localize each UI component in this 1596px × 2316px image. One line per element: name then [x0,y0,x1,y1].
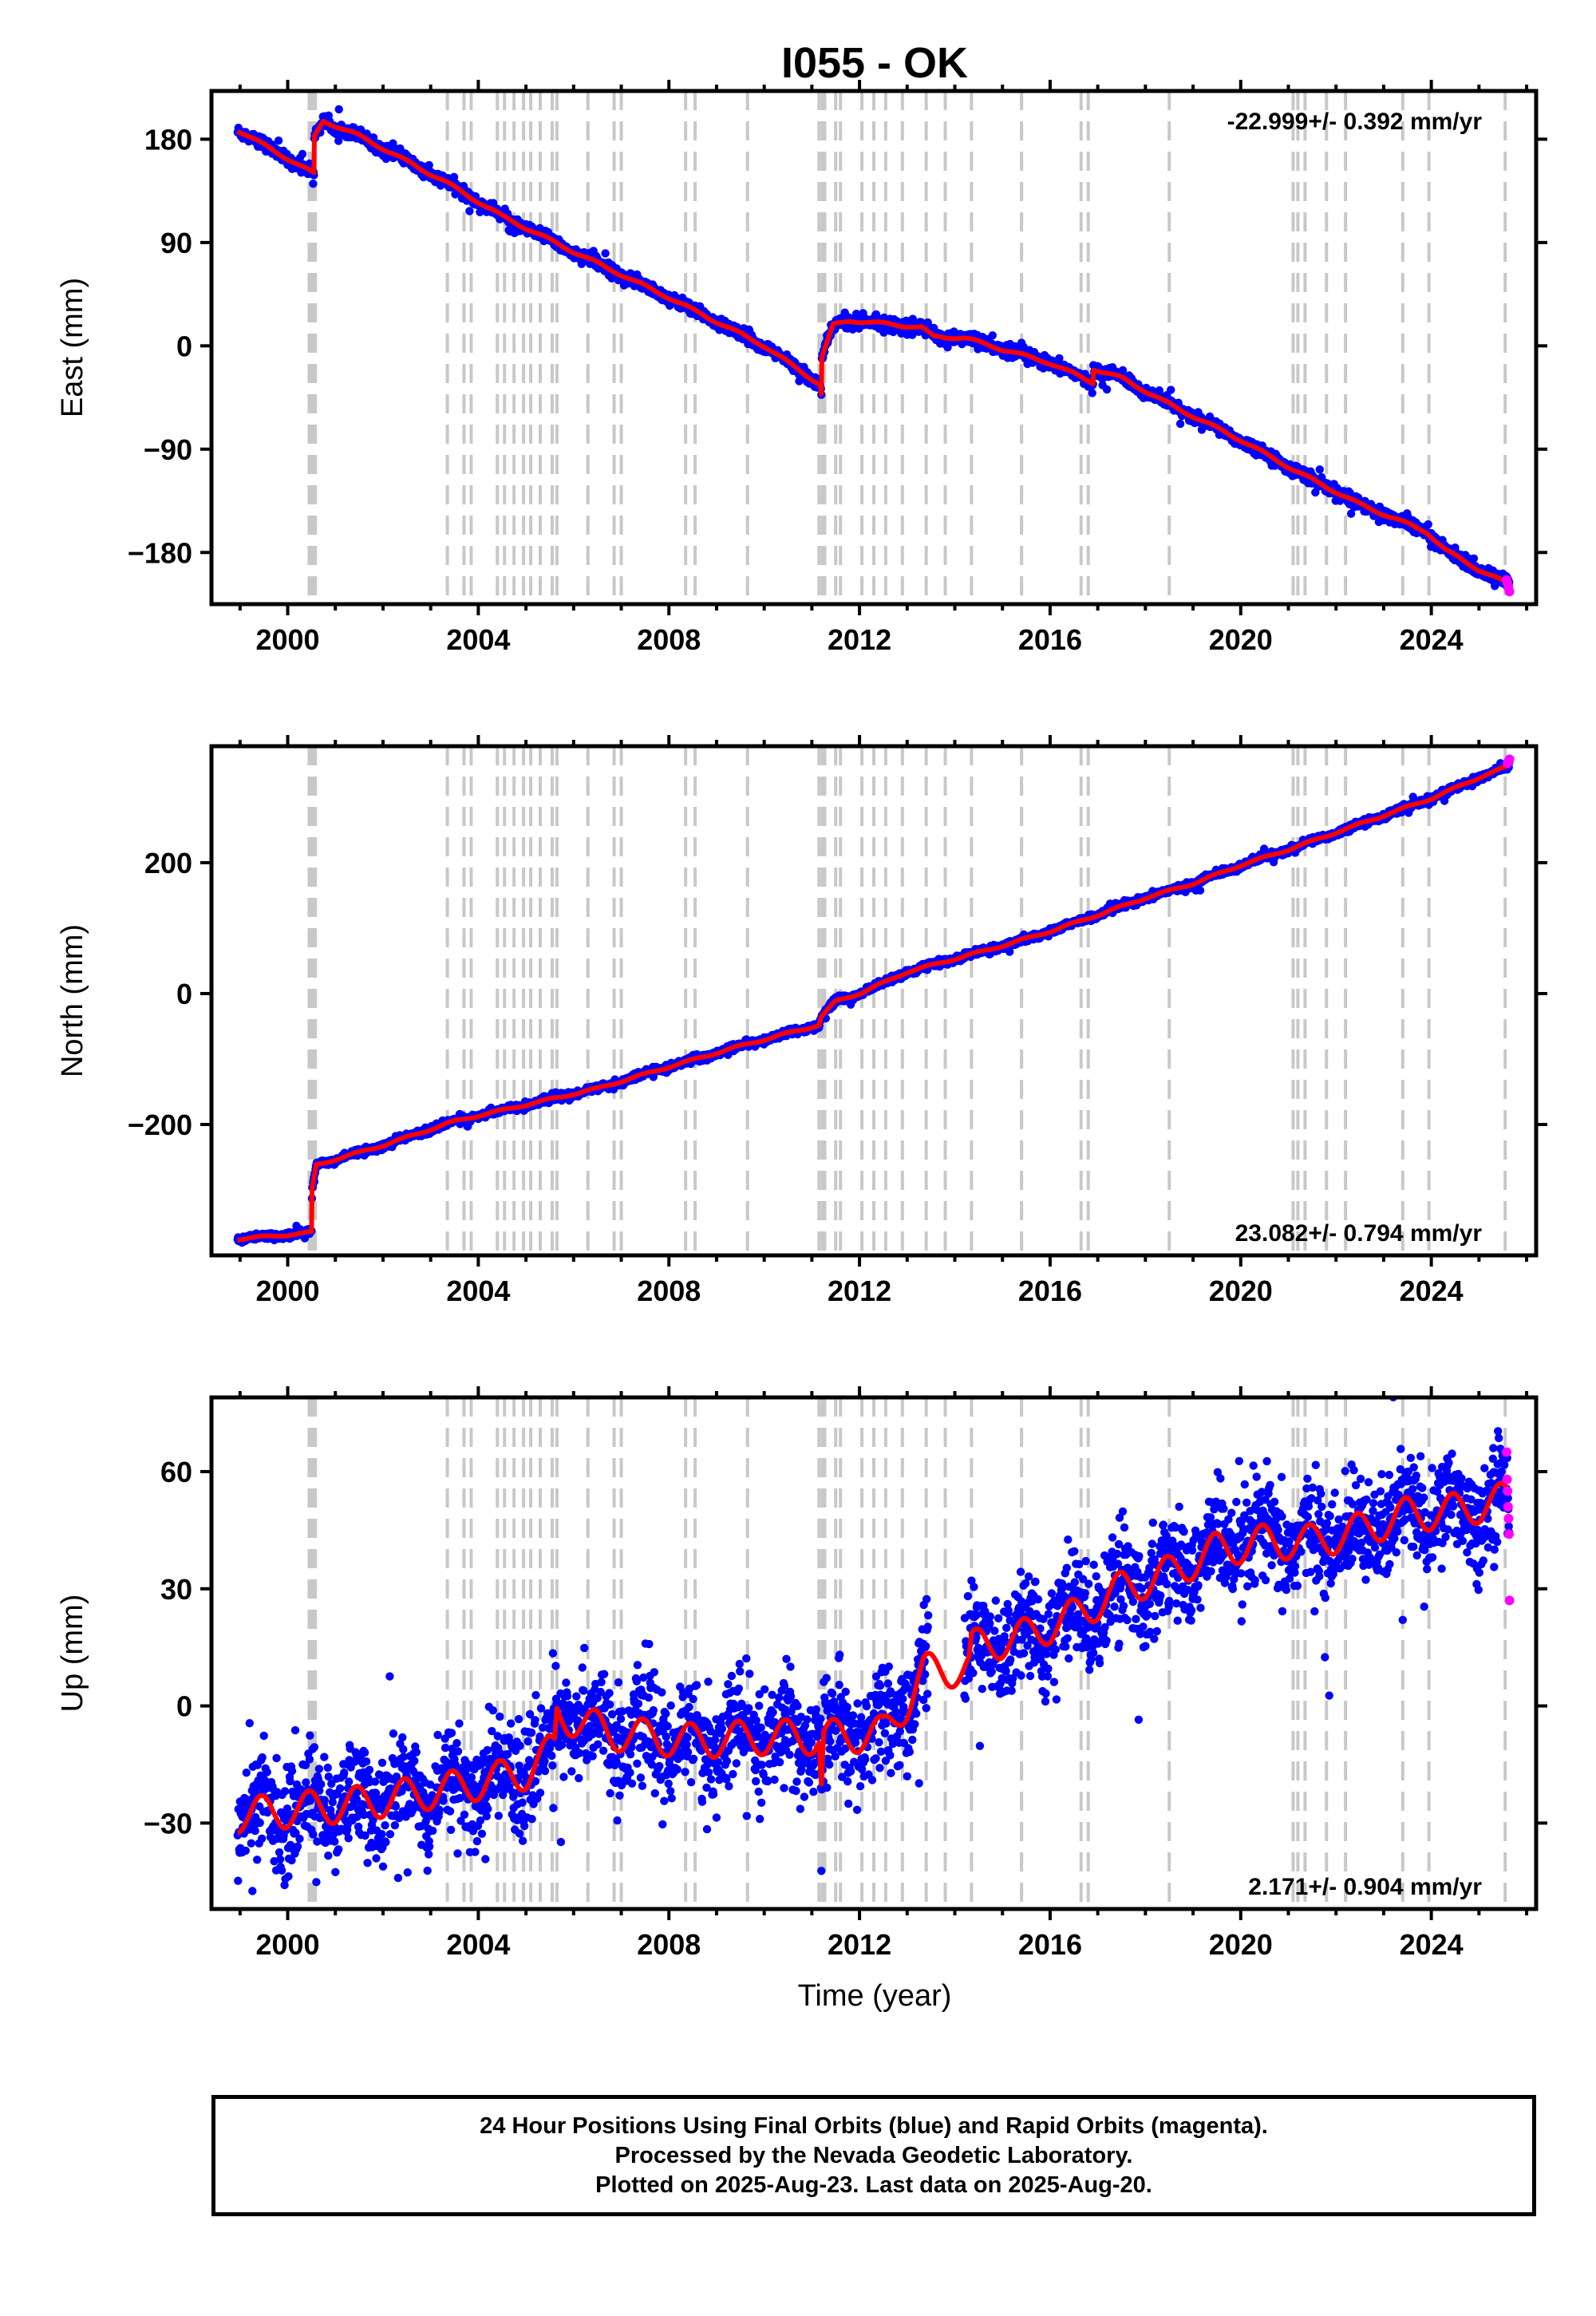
y-tick-label: 180 [144,123,192,156]
x-tick-label: 2024 [1400,623,1464,656]
data-point [1102,385,1112,394]
data-point [988,331,998,340]
data-point [1469,554,1479,563]
data-point [309,180,318,188]
data-point [1175,419,1185,429]
data-point [1315,465,1325,474]
east-plot-area [233,91,1515,604]
y-tick-label: −90 [144,433,192,466]
x-tick-label: 2016 [1018,623,1082,656]
x-tick-label: 2020 [1209,623,1273,656]
north-plot-area [233,746,1515,1255]
east-panel: 180 90 0 −90 −180 2000 2004 2008 2012 2016 2020 202… [56,80,1547,656]
x-tick-label: 2012 [828,623,891,656]
data-point [274,136,283,145]
data-point [1088,389,1096,397]
east-rate-label: -22.999+/- 0.392 mm/yr [1227,109,1483,135]
x-tick-label: 2008 [637,623,701,656]
rapid-point [1504,587,1515,597]
data-point [465,207,474,215]
y-tick-label: 90 [160,227,192,259]
data-point [425,160,433,170]
y-tick-label: −180 [128,536,192,569]
data-point [298,149,307,159]
data-point [334,105,343,114]
data-point [601,249,610,258]
data-point [1167,385,1175,394]
east-y-axis-label: East (mm) [56,278,89,417]
y-tick-label: 0 [176,330,192,362]
data-point [1424,520,1432,529]
x-tick-label: 2000 [255,623,319,656]
chart-title: I055 - OK [781,39,968,87]
x-tick-label: 2004 [446,623,510,656]
data-point [334,136,343,145]
